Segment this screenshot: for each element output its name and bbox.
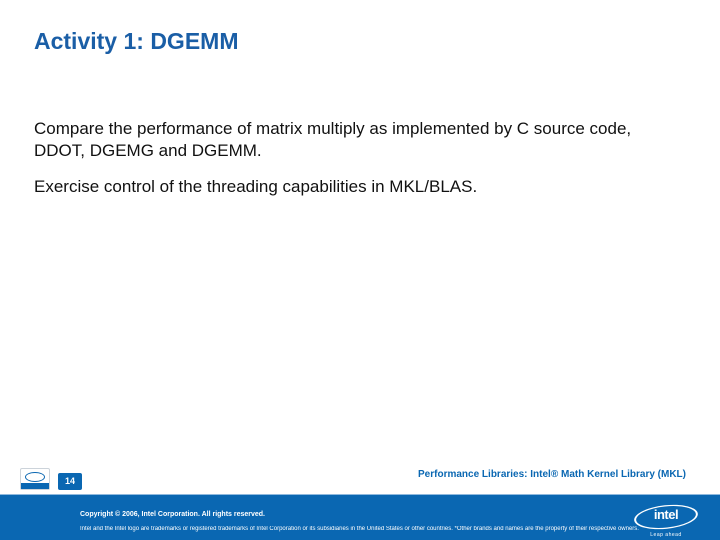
body-paragraph-2: Exercise control of the threading capabi… bbox=[34, 176, 680, 198]
intel-software-badge-icon bbox=[20, 468, 50, 490]
footer-copyright: Copyright © 2006, Intel Corporation. All… bbox=[80, 511, 265, 518]
intel-logo-icon: intel Leap ahead bbox=[634, 498, 698, 536]
footer-legal: Intel and the Intel logo are trademarks … bbox=[80, 526, 710, 532]
intel-logo-tagline: Leap ahead bbox=[634, 532, 698, 538]
performance-libraries-label: Performance Libraries: Intel® Math Kerne… bbox=[418, 469, 686, 480]
slide-title: Activity 1: DGEMM bbox=[34, 28, 238, 55]
page-number: 14 bbox=[58, 473, 82, 490]
footer-bar: Copyright © 2006, Intel Corporation. All… bbox=[0, 494, 720, 540]
body-paragraph-1: Compare the performance of matrix multip… bbox=[34, 118, 680, 162]
intel-logo-text: intel bbox=[634, 507, 698, 522]
